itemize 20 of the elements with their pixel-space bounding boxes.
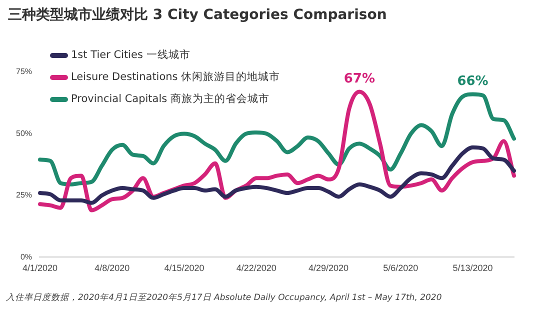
x-tick-label: 4/29/2020 xyxy=(308,263,349,274)
line-series xyxy=(38,92,516,186)
y-tick-label: 75% xyxy=(16,67,32,76)
x-tick-label: 5/13/2020 xyxy=(452,263,493,274)
y-tick-label: 0% xyxy=(20,252,32,262)
x-tick-label: 4/1/2020 xyxy=(22,263,58,274)
legend-label: 1st Tier Cities 一线城市 xyxy=(71,48,190,62)
x-tick-label: 4/15/2020 xyxy=(164,263,204,274)
legend-label: Provincial Capitals 商旅为主的省会城市 xyxy=(71,92,270,106)
text: 入住率日度数据，2020年4月1日至2020年5月17日 Absolute Daily Occupancy, April 1st – May 17th, 2020 xyxy=(6,292,442,304)
legend-label: Leisure Destinations 休闲旅游目的地城市 xyxy=(71,70,280,84)
data-label: 66% xyxy=(457,74,488,90)
x-tick-label: 4/8/2020 xyxy=(94,263,130,274)
line-series xyxy=(38,145,516,205)
data-label: 67% xyxy=(344,72,375,87)
y-tick-label: 50% xyxy=(16,128,32,138)
chart-title: 三种类型城市业绩对比 3 City Categories Comparison xyxy=(8,6,387,24)
x-tick-label: 4/22/2020 xyxy=(236,263,276,274)
x-tick-label: 5/6/2020 xyxy=(383,263,418,274)
y-tick-label: 25% xyxy=(16,190,32,200)
